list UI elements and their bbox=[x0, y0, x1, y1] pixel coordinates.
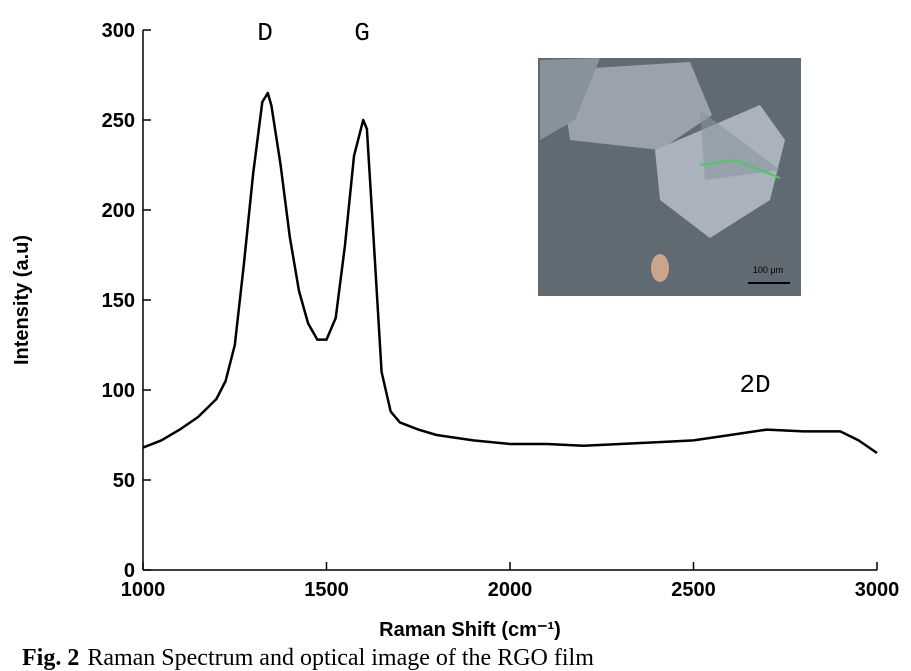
inset-scale-label: 100 μm bbox=[753, 265, 783, 275]
caption: Fig. 2 Raman Spectrum and optical image o… bbox=[22, 645, 594, 671]
y-tick-label: 100 bbox=[102, 380, 135, 402]
data-line bbox=[142, 91, 878, 455]
y-tick-label: 250 bbox=[102, 110, 135, 132]
x-tick-label: 2500 bbox=[671, 579, 716, 601]
annotation: 2D bbox=[739, 370, 770, 400]
x-tick-label: 1000 bbox=[121, 579, 166, 601]
caption-label: Fig. 2 bbox=[22, 645, 79, 671]
x-tick-label: 1500 bbox=[304, 579, 349, 601]
caption-text: Raman Spectrum and optical image of the … bbox=[87, 645, 594, 671]
y-tick-label: 300 bbox=[102, 20, 135, 42]
annotation: D bbox=[257, 18, 273, 48]
inset-image: 100 μm bbox=[538, 58, 801, 296]
y-tick-label: 150 bbox=[102, 290, 135, 312]
y-tick-label: 0 bbox=[124, 560, 135, 582]
x-tick-label: 3000 bbox=[855, 579, 900, 601]
y-tick-label: 200 bbox=[102, 200, 135, 222]
y-tick-label: 50 bbox=[113, 470, 135, 492]
annotation: G bbox=[354, 18, 370, 48]
y-axis-label: Intensity (a.u) bbox=[11, 235, 33, 365]
x-axis-label: Raman Shift (cm⁻¹) bbox=[379, 619, 561, 641]
x-label-backdrop bbox=[355, 608, 585, 644]
x-tick-label: 2000 bbox=[488, 579, 533, 601]
